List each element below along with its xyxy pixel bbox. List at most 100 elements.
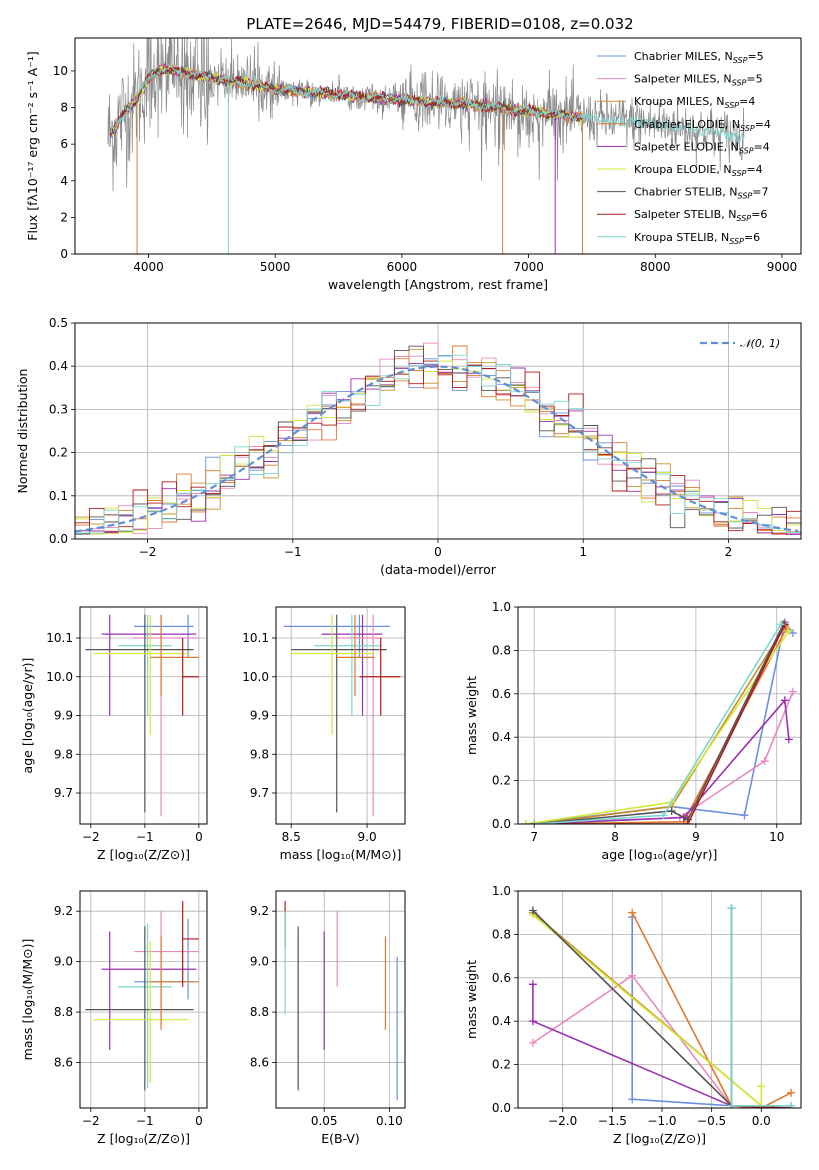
series-marker bbox=[776, 620, 785, 629]
legend-label: Chabrier STELIB, NSSP=7 bbox=[634, 186, 768, 201]
series-line bbox=[534, 624, 786, 824]
legend-label-sub: SSP bbox=[739, 146, 754, 155]
series-marker bbox=[628, 908, 637, 917]
y-tick-label: 10.0 bbox=[242, 670, 269, 684]
y-tick-label: 1.0 bbox=[492, 600, 511, 614]
spectrum-data-line bbox=[107, 38, 745, 192]
x-tick-label: 6000 bbox=[387, 260, 418, 274]
x-tick-label: −1 bbox=[136, 830, 154, 844]
legend-label-main: Chabrier ELODIE, N bbox=[634, 118, 740, 131]
y-tick-label: 10 bbox=[53, 64, 68, 78]
series-marker bbox=[784, 626, 793, 635]
legend-label-sub: SSP bbox=[724, 101, 739, 110]
series-line bbox=[534, 624, 784, 824]
y-tick-label: 9.2 bbox=[250, 904, 269, 918]
series-marker bbox=[788, 629, 797, 638]
errorbar-point bbox=[313, 614, 383, 716]
x-tick-label: 9.0 bbox=[358, 830, 377, 844]
legend-label-main: Kroupa MILES, N bbox=[634, 95, 724, 108]
series-marker bbox=[530, 820, 539, 824]
series-marker bbox=[757, 1082, 766, 1091]
errorbar-point bbox=[101, 931, 197, 1050]
axes-frame bbox=[79, 890, 208, 1109]
series-marker bbox=[528, 1038, 537, 1047]
x-tick-label: 0 bbox=[195, 1114, 203, 1128]
series-marker bbox=[659, 811, 668, 820]
y-tick-label: 9.7 bbox=[54, 786, 73, 800]
legend-label: Chabrier ELODIE, NSSP=4 bbox=[634, 118, 771, 133]
axes-frame bbox=[74, 37, 802, 255]
x-tick-label: −2 bbox=[82, 1114, 100, 1128]
x-axis-label: Z [log₁₀(Z/Z⊙)] bbox=[97, 1131, 190, 1146]
y-tick-label: 10.1 bbox=[242, 631, 269, 645]
x-tick-label: 9 bbox=[692, 830, 700, 844]
plot-area bbox=[276, 607, 405, 824]
panel-age_vs_Z: −2 −1 0 9.7 9.8 9.9 10.0 10.1 Z [log₁₀(Z/Z⊙)] age… bbox=[20, 606, 208, 862]
plot-area bbox=[80, 891, 207, 1108]
legend-label-suffix: =4 bbox=[755, 118, 771, 131]
x-axis-label: E(B-V) bbox=[321, 1131, 360, 1146]
series-marker bbox=[683, 820, 692, 824]
spectrum-model-line bbox=[110, 64, 584, 134]
y-tick-label: 0.2 bbox=[49, 446, 68, 460]
spectrum-model-line bbox=[110, 66, 584, 137]
legend-label-main: Salpeter MILES, N bbox=[634, 73, 732, 86]
y-tick-label: 9.7 bbox=[250, 786, 269, 800]
y-axis-label: Flux [fλ10⁻¹⁷ erg cm⁻² s⁻¹ A⁻¹] bbox=[25, 51, 40, 240]
y-tick-label: 0.0 bbox=[49, 532, 68, 546]
y-axis-label: mass weight bbox=[464, 960, 479, 1039]
errorbar-point bbox=[93, 614, 189, 735]
x-tick-label: 0 bbox=[434, 545, 442, 559]
panel-mass_vs_EBV: 0.05 0.10 8.6 8.8 9.0 9.2 E(B-V) bbox=[250, 890, 406, 1146]
errorbar-point bbox=[291, 614, 375, 735]
legend-label: Salpeter MILES, NSSP=5 bbox=[634, 73, 763, 88]
x-tick-label: 8 bbox=[611, 830, 619, 844]
errorbar-point bbox=[182, 638, 199, 716]
panel-spectrum: 4000 5000 6000 7000 8000 9000 0 2 4 6 8 10 wavelengt… bbox=[25, 37, 802, 292]
x-tick-label: 9000 bbox=[767, 260, 798, 274]
series-marker bbox=[787, 1101, 796, 1108]
y-axis-label: Normed distribution bbox=[15, 369, 30, 494]
legend-label-main: Salpeter ELODIE, N bbox=[634, 140, 739, 153]
series bbox=[727, 904, 796, 1108]
legend-label-main: Salpeter STELIB, N bbox=[634, 208, 736, 221]
y-tick-label: 1.0 bbox=[492, 884, 511, 898]
series-marker bbox=[522, 820, 531, 824]
series-marker bbox=[628, 971, 637, 980]
series-marker bbox=[528, 1017, 537, 1026]
series-line bbox=[534, 698, 790, 824]
series-marker bbox=[788, 687, 797, 696]
series-marker bbox=[727, 904, 736, 913]
series-marker bbox=[727, 1101, 736, 1108]
legend-label-main: Kroupa STELIB, N bbox=[634, 231, 729, 244]
y-axis-label: age [log₁₀(age/yr)] bbox=[20, 658, 35, 774]
normal-curve bbox=[75, 365, 799, 533]
series-marker bbox=[528, 980, 537, 989]
legend-label: Kroupa STELIB, NSSP=6 bbox=[634, 231, 760, 246]
figure-title: PLATE=2646, MJD=54479, FIBERID=0108, z=0… bbox=[246, 15, 633, 33]
legend-label-suffix: =6 bbox=[744, 231, 760, 244]
y-tick-label: 0.4 bbox=[49, 359, 68, 373]
y-tick-label: 0.8 bbox=[492, 927, 511, 941]
series-marker bbox=[780, 696, 789, 705]
legend-label: Chabrier MILES, NSSP=5 bbox=[634, 50, 764, 65]
legend-label-sub: SSP bbox=[732, 79, 747, 88]
y-tick-label: 0.4 bbox=[492, 730, 511, 744]
errorbar-point bbox=[359, 638, 401, 716]
plot-area bbox=[518, 891, 801, 1108]
y-tick-label: 0.6 bbox=[492, 971, 511, 985]
x-tick-label: 5000 bbox=[260, 260, 291, 274]
panel-residual_histogram: −2 −1 0 1 2 0.0 0.1 0.2 0.3 0.4 0.5 (data-model)/er… bbox=[15, 316, 802, 577]
x-tick-label: 7000 bbox=[513, 260, 544, 274]
y-tick-label: 0.3 bbox=[49, 402, 68, 416]
x-axis-label: Z [log₁₀(Z/Z⊙)] bbox=[613, 1131, 706, 1146]
panels: 4000 5000 6000 7000 8000 90000246810wavelengt… bbox=[15, 37, 802, 1146]
legend-label-suffix: =6 bbox=[751, 208, 767, 221]
errorbar-point bbox=[150, 936, 199, 1030]
errorbar-point bbox=[134, 614, 194, 658]
histogram-step bbox=[75, 354, 801, 534]
y-tick-label: 8.6 bbox=[250, 1056, 269, 1070]
y-tick-label: 0.8 bbox=[492, 643, 511, 657]
x-axis-label: mass [log₁₀(M/M⊙)] bbox=[280, 847, 402, 862]
legend-label: Salpeter STELIB, NSSP=6 bbox=[634, 208, 767, 223]
